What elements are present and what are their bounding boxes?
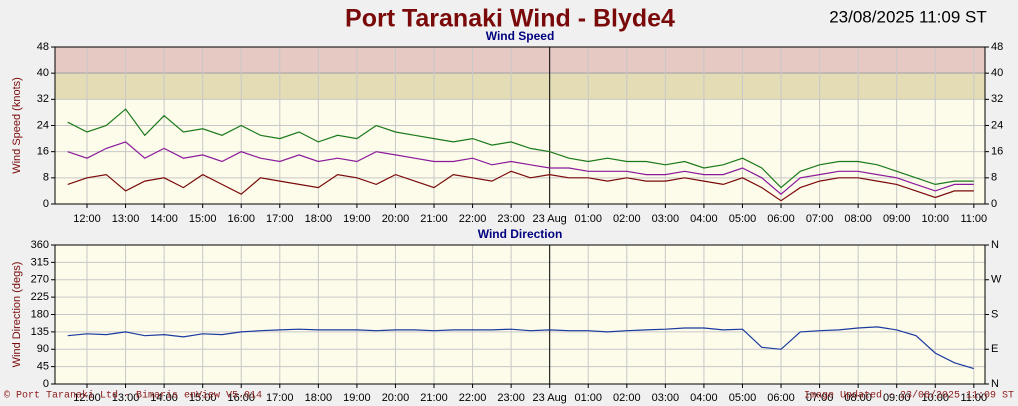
x-tick-label: 06:00 xyxy=(767,392,795,404)
x-tick-label: 01:00 xyxy=(574,213,602,225)
y2-tick-label: 40 xyxy=(991,67,1003,79)
x-tick-label: 11:00 xyxy=(960,213,987,225)
x-tick-label: 11:00 xyxy=(960,392,987,404)
x-tick-label: 15:00 xyxy=(189,213,217,225)
x-tick-label: 12:00 xyxy=(73,392,101,404)
plot-border xyxy=(54,46,986,205)
y2-tick-label: 24 xyxy=(991,119,1003,131)
y2-tick-label: 16 xyxy=(991,146,1003,158)
x-tick-label: 23:00 xyxy=(497,392,525,404)
y2-tick-label: N xyxy=(991,239,999,251)
x-tick-label: 07:00 xyxy=(806,392,834,404)
x-tick-label: 23 Aug xyxy=(533,392,567,404)
x-tick-label: 21:00 xyxy=(420,392,448,404)
y-tick-label: 24 xyxy=(37,119,49,131)
x-tick-label: 10:00 xyxy=(921,213,949,225)
x-tick-label: 15:00 xyxy=(189,392,217,404)
y2-tick-label: E xyxy=(991,343,998,355)
data-line xyxy=(67,170,974,202)
band xyxy=(55,47,985,74)
x-tick-label: 20:00 xyxy=(382,213,410,225)
y2-tick-label: 8 xyxy=(991,172,997,184)
x-tick-label: 23 Aug xyxy=(533,213,567,225)
x-tick-label: 07:00 xyxy=(806,213,834,225)
data-line xyxy=(67,141,974,195)
x-tick-label: 09:00 xyxy=(883,392,911,404)
y-tick-label: 40 xyxy=(37,67,49,79)
footer-left: © Port Taranaki Ltd - Bimaris enView V5.… xyxy=(4,390,262,402)
y2-tick-label: 48 xyxy=(991,41,1003,53)
x-tick-label: 04:00 xyxy=(690,213,718,225)
plot-border xyxy=(54,244,986,385)
y-tick-label: 135 xyxy=(31,326,49,338)
x-tick-label: 08:00 xyxy=(844,213,872,225)
x-tick-label: 02:00 xyxy=(613,213,641,225)
page-title: Port Taranaki Wind - Blyde4 xyxy=(345,5,675,33)
x-tick-label: 12:00 xyxy=(73,213,101,225)
x-tick-label: 17:00 xyxy=(266,392,294,404)
x-tick-label: 03:00 xyxy=(652,392,680,404)
x-tick-label: 13:00 xyxy=(112,392,140,404)
y-axis-label: Wind Speed (knots) xyxy=(11,77,23,174)
x-tick-label: 02:00 xyxy=(613,392,641,404)
data-line xyxy=(67,326,974,370)
y2-tick-label: W xyxy=(991,274,1002,286)
band xyxy=(55,73,985,100)
x-tick-label: 14:00 xyxy=(150,392,178,404)
x-tick-label: 19:00 xyxy=(343,392,371,404)
footer-right: Image Updated - 23/08/2025 11:09 ST xyxy=(804,390,1014,402)
y-tick-label: 360 xyxy=(31,239,49,251)
timestamp: 23/08/2025 11:09 ST xyxy=(829,7,987,26)
x-tick-label: 17:00 xyxy=(266,213,294,225)
x-tick-label: 16:00 xyxy=(227,392,255,404)
x-tick-label: 05:00 xyxy=(729,392,757,404)
y-tick-label: 0 xyxy=(43,378,49,390)
y-tick-label: 270 xyxy=(31,274,49,286)
y-tick-label: 180 xyxy=(31,308,49,320)
x-tick-label: 21:00 xyxy=(420,213,448,225)
x-tick-label: 20:00 xyxy=(382,392,410,404)
y2-tick-label: 0 xyxy=(991,198,997,210)
y2-tick-label: 32 xyxy=(991,93,1003,105)
x-tick-label: 13:00 xyxy=(112,213,140,225)
x-tick-label: 08:00 xyxy=(844,392,872,404)
x-tick-label: 09:00 xyxy=(883,213,911,225)
y2-tick-label: N xyxy=(991,378,999,390)
y-tick-label: 48 xyxy=(37,41,49,53)
x-tick-label: 18:00 xyxy=(305,392,333,404)
x-tick-label: 23:00 xyxy=(497,213,525,225)
y2-tick-label: S xyxy=(991,308,998,320)
y-tick-label: 225 xyxy=(31,291,49,303)
y-tick-label: 16 xyxy=(37,146,49,158)
x-tick-label: 18:00 xyxy=(305,213,333,225)
x-tick-label: 01:00 xyxy=(574,392,602,404)
y-axis-label: Wind Direction (degs) xyxy=(11,262,23,368)
x-tick-label: 22:00 xyxy=(459,213,487,225)
x-tick-label: 05:00 xyxy=(729,213,757,225)
x-tick-label: 03:00 xyxy=(652,213,680,225)
x-tick-label: 06:00 xyxy=(767,213,795,225)
y-tick-label: 32 xyxy=(37,93,49,105)
x-tick-label: 22:00 xyxy=(459,392,487,404)
y-tick-label: 8 xyxy=(43,172,49,184)
y-tick-label: 315 xyxy=(31,256,49,268)
x-tick-label: 04:00 xyxy=(690,392,718,404)
x-tick-label: 19:00 xyxy=(343,213,371,225)
chart-title: Wind Direction xyxy=(478,227,563,241)
data-line xyxy=(67,108,974,189)
x-tick-label: 16:00 xyxy=(227,213,255,225)
x-tick-label: 14:00 xyxy=(150,213,178,225)
x-tick-label: 10:00 xyxy=(921,392,949,404)
y-tick-label: 45 xyxy=(37,361,49,373)
y-tick-label: 0 xyxy=(43,198,49,210)
chart-title: Wind Speed xyxy=(486,29,555,43)
y-tick-label: 90 xyxy=(37,343,49,355)
